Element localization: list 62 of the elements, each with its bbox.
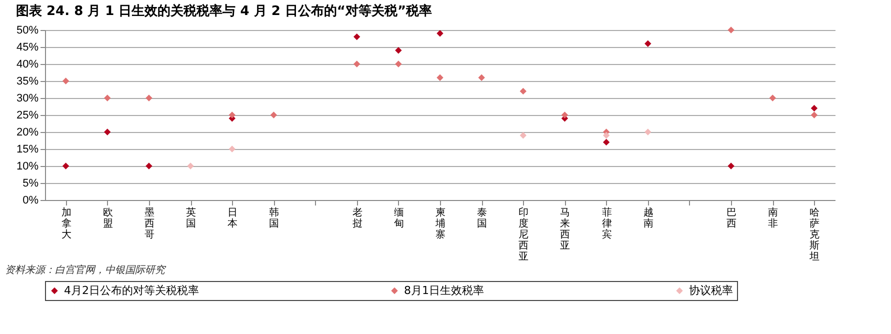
- y-tick-label: 0%: [22, 194, 39, 206]
- point: [104, 94, 111, 102]
- x-tick-label: 印度尼西亚: [518, 206, 529, 262]
- point: [436, 30, 444, 37]
- point: [769, 94, 776, 102]
- x-tick-label: 韩国: [269, 206, 280, 230]
- point: [520, 132, 527, 139]
- x-tick-label: 英国: [186, 206, 196, 230]
- x-tick-label: 哈萨克斯坦: [808, 206, 820, 262]
- point: [146, 94, 152, 102]
- point: [228, 146, 236, 152]
- y-tick-label: 40%: [16, 58, 39, 70]
- point: [436, 74, 444, 81]
- x-tick-label: 缅甸: [394, 208, 404, 230]
- x-tick-label: 马来西亚: [560, 208, 570, 252]
- x-tick-label: 柬埔寨: [434, 206, 446, 240]
- point: [353, 60, 360, 68]
- point: [62, 78, 70, 84]
- x-tick-label: 巴西: [726, 208, 737, 230]
- y-tick-label: 50%: [16, 24, 39, 36]
- point: [104, 128, 111, 136]
- y-tick-label: 25%: [16, 110, 39, 122]
- text: 资料来源：白宫官网，中银国际研究: [5, 264, 167, 276]
- legend-label: 8月1日生效税率: [404, 284, 484, 297]
- point: [561, 112, 568, 118]
- point: [810, 104, 818, 112]
- point: [810, 112, 818, 118]
- point: [644, 40, 652, 47]
- x-tick-label: 日本: [228, 208, 238, 230]
- point: [270, 112, 278, 118]
- point: [187, 162, 194, 170]
- point: [353, 33, 360, 40]
- x-tick-label: 越南: [643, 206, 654, 230]
- y-tick-label: 10%: [16, 160, 39, 172]
- y-tick-label: 30%: [16, 92, 39, 104]
- point: [644, 128, 652, 136]
- point: [728, 26, 734, 34]
- point: [146, 162, 152, 170]
- legend-label: 协议税率: [689, 284, 733, 297]
- point: [478, 74, 485, 81]
- y-tick-label: 5%: [22, 178, 39, 190]
- y-tick-label: 45%: [16, 42, 39, 54]
- y-tick-label: 20%: [16, 126, 39, 138]
- point: [62, 162, 70, 170]
- x-tick-label: 欧盟: [102, 208, 113, 230]
- x-tick-label: 泰国: [477, 208, 488, 230]
- x-tick-label: 加拿大: [61, 206, 72, 240]
- legend-label: 4月2日公布的对等关税税率: [64, 284, 199, 297]
- point: [395, 47, 402, 54]
- point: [520, 88, 527, 95]
- chart-title: 图表 24. 8 月 1 日生效的关税税率与 4 月 2 日公布的“对等关税”税率: [16, 3, 432, 19]
- point: [602, 138, 610, 146]
- x-tick-label: 南非: [768, 206, 778, 230]
- x-tick-label: 墨西哥: [144, 208, 154, 240]
- point: [602, 132, 610, 139]
- x-tick-label: 老挝: [352, 206, 362, 230]
- point: [728, 162, 734, 170]
- x-tick-label: 菲律宾: [602, 206, 612, 240]
- y-tick-label: 35%: [16, 76, 39, 88]
- point: [395, 60, 402, 68]
- point: [228, 112, 236, 118]
- y-tick-label: 15%: [16, 144, 39, 156]
